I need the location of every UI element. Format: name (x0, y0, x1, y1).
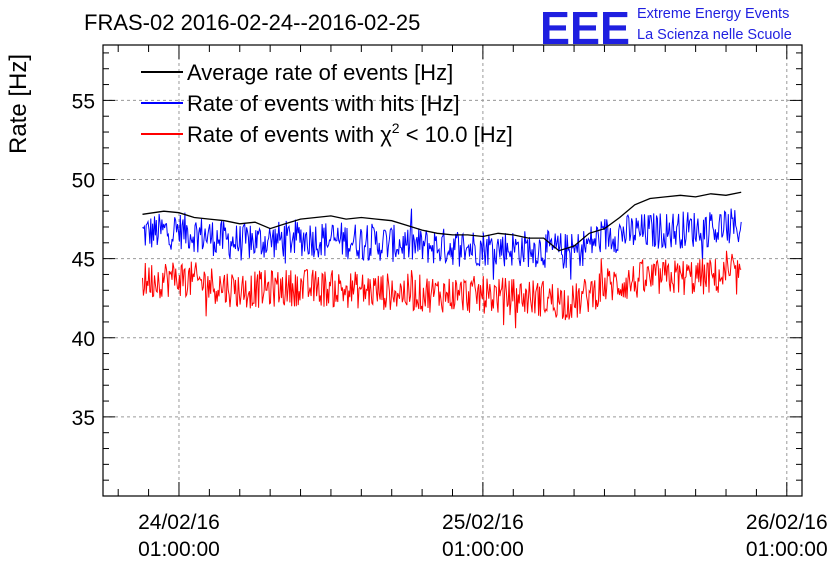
series-line-chi2 (142, 250, 742, 329)
y-tick-label: 50 (72, 170, 95, 193)
plot-frame (102, 44, 803, 497)
legend-label-hits: Rate of events with hits [Hz] (187, 91, 460, 116)
legend: Average rate of events [Hz] Rate of even… (141, 60, 513, 147)
series-line-average (142, 191, 742, 252)
eee-logo: EEE Extreme Energy Events La Scienza nel… (540, 2, 792, 54)
x-tick-date: 26/02/16 (746, 511, 828, 534)
logo-line1: Extreme Energy Events (637, 6, 789, 22)
logo-line2: La Scienza nelle Scuole (637, 27, 792, 43)
x-tick-date: 25/02/16 (442, 511, 524, 534)
legend-chi2-sup: 2 (392, 120, 400, 136)
x-tick-time: 01:00:00 (442, 538, 524, 561)
legend-chi2-suffix: < 10.0 [Hz] (400, 122, 513, 147)
x-tick-date: 24/02/16 (138, 511, 220, 534)
y-tick-label: 55 (72, 90, 95, 113)
legend-chi2-symbol: χ (380, 122, 392, 147)
logo-mark: EEE (540, 2, 630, 54)
y-tick-label: 45 (72, 249, 95, 272)
x-tick-time: 01:00:00 (138, 538, 220, 561)
y-axis-label: Rate [Hz] (5, 54, 32, 154)
axis-ticks: 35 40 45 50 55 24/02/16 01:00:00 25/02/16 01:00:… (72, 90, 828, 561)
legend-label-avg: Average rate of events [Hz] (187, 60, 453, 85)
legend-chi2-prefix: Rate of events with (187, 122, 380, 147)
x-tick-time: 01:00:00 (746, 538, 828, 561)
y-tick-label: 40 (72, 328, 95, 351)
series-line-hits (142, 208, 742, 280)
chart-title: FRAS-02 2016-02-24--2016-02-25 (84, 10, 420, 35)
y-tick-label: 35 (72, 407, 95, 430)
legend-label-chi2: Rate of events with χ2 < 10.0 [Hz] (187, 120, 513, 147)
series-layer (142, 191, 742, 329)
